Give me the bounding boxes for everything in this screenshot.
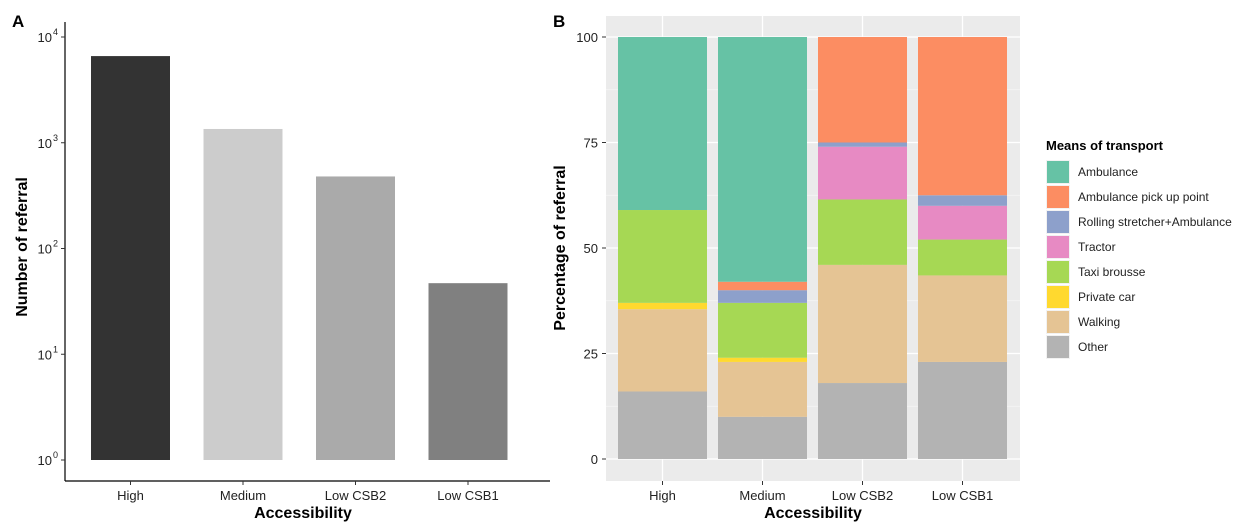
segment-high-taxi-brousse: [618, 210, 707, 303]
y-tick-exponent: 0: [53, 450, 58, 460]
y-tick-exponent: 1: [53, 344, 58, 354]
y-tick-label: 10: [38, 242, 52, 257]
y-tick-label: 100: [576, 30, 598, 45]
segment-low-csb2-other: [818, 383, 907, 459]
legend-label: Other: [1078, 340, 1108, 354]
y-tick-exponent: 4: [53, 27, 58, 37]
y-tick-label: 50: [584, 241, 598, 256]
legend: Means of transport Ambulance Ambulance pi…: [1046, 138, 1232, 359]
legend-swatch-other: [1047, 336, 1069, 358]
panel-a-bars: [91, 56, 508, 461]
legend-swatch-rolling-stretcher-ambulance: [1047, 211, 1069, 233]
legend-swatch-taxi-brousse: [1047, 261, 1069, 283]
segment-low-csb1-other: [918, 361, 1007, 459]
legend-label: Taxi brousse: [1078, 265, 1146, 279]
x-tick-label: Low CSB1: [437, 488, 498, 503]
segment-high-private-car: [618, 302, 707, 310]
segment-low-csb1-taxi-brousse: [918, 239, 1007, 276]
y-tick-label: 10: [38, 347, 52, 362]
legend-label: Private car: [1078, 290, 1135, 304]
bar-medium: [203, 128, 283, 460]
legend-label: Ambulance pick up point: [1078, 190, 1209, 204]
x-tick-label: Low CSB2: [832, 488, 893, 503]
bar-low-csb1: [428, 283, 508, 460]
y-tick-label: 10: [38, 453, 52, 468]
panel-b-x-ticks: High Medium Low CSB2 Low CSB1: [649, 481, 993, 503]
segment-low-csb1-rolling-stretcher-ambulance: [918, 195, 1007, 206]
segment-high-other: [618, 391, 707, 459]
legend-label: Walking: [1078, 315, 1120, 329]
x-tick-label: Medium: [739, 488, 785, 503]
segment-medium-walking: [718, 361, 807, 417]
segment-medium-ambulance-pick-up-point: [718, 281, 807, 291]
legend-swatch-tractor: [1047, 236, 1069, 258]
bar-high: [91, 56, 170, 461]
x-tick-label: Low CSB1: [932, 488, 993, 503]
y-tick-label: 10: [38, 136, 52, 151]
segment-medium-ambulance: [718, 37, 807, 282]
segment-low-csb2-walking: [818, 264, 907, 384]
panel-a-x-axis-title: Accessibility: [254, 505, 352, 522]
segment-medium-rolling-stretcher-ambulance: [718, 290, 807, 303]
panel-a-y-axis-title: Number of referral: [14, 177, 31, 317]
segment-medium-taxi-brousse: [718, 302, 807, 358]
legend-swatch-walking: [1047, 311, 1069, 333]
legend-label: Rolling stretcher+Ambulance: [1078, 215, 1232, 229]
y-tick-label: 10: [38, 30, 52, 45]
segment-medium-other: [718, 416, 807, 459]
segment-low-csb2-ambulance-pick-up-point: [818, 37, 907, 143]
legend-swatch-ambulance-pick-up-point: [1047, 186, 1069, 208]
x-tick-label: High: [117, 488, 144, 503]
legend-label: Ambulance: [1078, 165, 1138, 179]
x-tick-label: Medium: [220, 488, 266, 503]
x-tick-label: High: [649, 488, 676, 503]
segment-low-csb2-tractor: [818, 146, 907, 200]
panel-b-bars: [618, 37, 1007, 459]
y-tick-exponent: 2: [53, 239, 58, 249]
legend-title: Means of transport: [1046, 138, 1164, 153]
x-tick-label: Low CSB2: [325, 488, 386, 503]
segment-low-csb1-ambulance-pick-up-point: [918, 37, 1007, 196]
segment-high-walking: [618, 309, 707, 392]
segment-low-csb1-walking: [918, 275, 1007, 362]
segment-low-csb2-rolling-stretcher-ambulance: [818, 142, 907, 147]
legend-label: Tractor: [1078, 240, 1116, 254]
panel-a-letter: A: [12, 12, 24, 31]
panel-b-x-axis-title: Accessibility: [764, 505, 862, 522]
legend-items: Ambulance Ambulance pick up point Rolling …: [1046, 160, 1232, 359]
panel-b-letter: B: [553, 12, 565, 31]
panel-b-y-axis-title: Percentage of referral: [552, 165, 569, 330]
legend-swatch-private-car: [1047, 286, 1069, 308]
y-tick-exponent: 3: [53, 133, 58, 143]
segment-medium-private-car: [718, 357, 807, 362]
segment-low-csb2-taxi-brousse: [818, 199, 907, 265]
y-tick-label: 75: [584, 136, 598, 151]
segment-low-csb1-tractor: [918, 205, 1007, 240]
legend-swatch-ambulance: [1047, 161, 1069, 183]
panel-b-y-ticks: 0 25 50 75 100: [576, 30, 606, 467]
y-tick-label: 25: [584, 347, 598, 362]
panel-a-x-ticks: High Medium Low CSB2 Low CSB1: [117, 481, 499, 503]
segment-high-ambulance: [618, 37, 707, 211]
y-tick-label: 0: [591, 452, 598, 467]
bar-low-csb2: [316, 176, 395, 460]
